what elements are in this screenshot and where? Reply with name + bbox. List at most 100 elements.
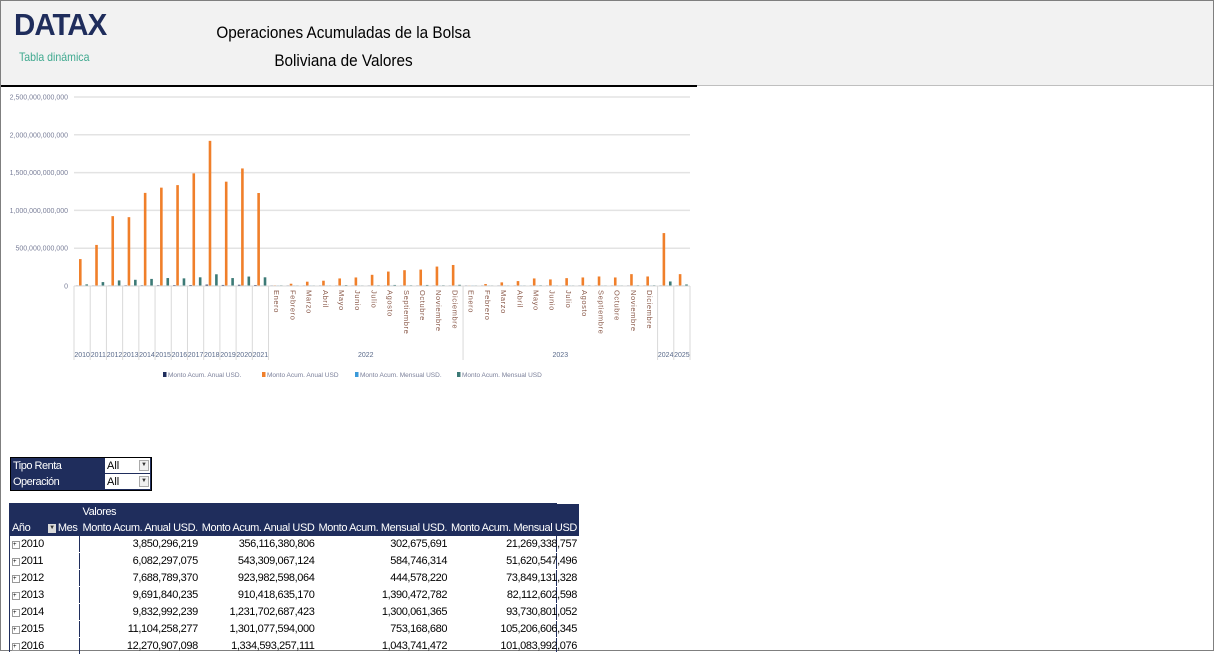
mes-cell (45, 603, 81, 621)
year-cell[interactable]: +2012 (10, 569, 46, 587)
expand-icon[interactable]: + (12, 626, 20, 634)
table-row: +2012 7,688,789,370 923,982,598,064 444,578… (10, 569, 579, 587)
x-month-label: Septiembre (596, 290, 605, 334)
filter-value[interactable]: All ▼ (105, 458, 150, 473)
bar-3 (247, 276, 251, 286)
x-year-label: 2011 (91, 352, 106, 359)
x-month-label: Junio (548, 290, 557, 311)
bar-1 (176, 185, 179, 286)
year-cell[interactable]: +2014 (10, 603, 46, 621)
bar-3 (668, 281, 672, 286)
value-cell: 1,043,741,472 (316, 637, 450, 655)
x-month-label: Julio (564, 290, 573, 308)
pivot-chart[interactable]: 0 500,000,000,000 1,000,000,000,000 1,500,0… (0, 86, 700, 386)
x-month-label: Marzo (305, 290, 314, 314)
value-cell: 73,849,131,328 (449, 569, 579, 587)
value-cell: 753,168,680 (316, 620, 450, 638)
row-header-ano: Año (10, 520, 46, 536)
value-cell: 82,112,602,598 (449, 586, 579, 604)
x-month-label: Abril (321, 290, 330, 308)
bar-1 (678, 274, 682, 286)
bar-1 (338, 278, 341, 286)
filter-dropdown-icon[interactable]: ▼ (47, 523, 56, 533)
bar-1 (127, 217, 131, 286)
bar-1 (516, 281, 520, 286)
year-cell[interactable]: +2016 (10, 637, 46, 655)
bar-1 (597, 276, 601, 286)
bar-3 (685, 284, 688, 286)
bar-3 (215, 274, 218, 286)
bar-1 (565, 278, 568, 286)
bar-1 (387, 271, 390, 286)
bar-1 (500, 282, 504, 286)
x-year-label: 2014 (139, 352, 155, 359)
table-row: +2016 12,270,907,098 1,334,593,257,111 1,04… (10, 637, 579, 655)
year-label: 2014 (21, 606, 44, 618)
expand-icon[interactable]: + (12, 592, 20, 600)
legend-label: Monto Acum. Anual USD (267, 372, 339, 379)
bar-1 (613, 277, 617, 286)
filter-label: Operación (13, 476, 60, 488)
expand-icon[interactable]: + (12, 609, 20, 617)
value-cell: 3,850,296,219 (79, 536, 200, 553)
datax-logo: DATAX (14, 7, 107, 42)
table-row: +2010 3,850,296,219 356,116,380,806 302,675… (10, 536, 579, 553)
expand-icon[interactable]: + (12, 575, 20, 583)
value-cell: 93,730,801,052 (449, 603, 579, 621)
bar-1 (549, 279, 552, 286)
table-row: +2014 9,832,992,239 1,231,702,687,423 1,300… (10, 603, 579, 621)
expand-icon[interactable]: + (12, 643, 20, 651)
mes-cell (45, 620, 81, 638)
x-month-label: Febrero (483, 290, 492, 320)
x-year-label: 2010 (74, 352, 90, 359)
value-cell: 1,390,472,782 (316, 586, 450, 604)
value-cell: 12,270,907,098 (79, 637, 200, 655)
value-cell: 1,231,702,687,423 (199, 603, 317, 621)
value-cell: 1,301,077,594,000 (199, 620, 317, 638)
bar-1 (143, 192, 147, 286)
valores-label: Valores (79, 504, 579, 520)
dropdown-arrow-icon[interactable]: ▼ (139, 476, 149, 487)
year-cell[interactable]: +2010 (10, 536, 46, 553)
bar-1 (630, 274, 633, 286)
bar-1 (435, 266, 439, 286)
mes-cell (45, 637, 81, 655)
filter-value[interactable]: All ▼ (105, 474, 150, 489)
expand-icon[interactable]: + (12, 558, 20, 566)
value-cell: 6,082,297,075 (79, 552, 200, 570)
x-group-label: 2023 (553, 352, 569, 359)
bar-1 (192, 173, 196, 286)
table-row: +2015 11,104,258,277 1,301,077,594,000 753,… (10, 620, 579, 638)
x-month-label: Octubre (418, 290, 427, 321)
bar-3 (150, 278, 153, 286)
x-month-label: Junio (353, 290, 362, 311)
title-line-1: Operaciones Acumuladas de la Bolsa (216, 23, 471, 42)
bar-3 (85, 284, 89, 286)
bar-3 (393, 284, 397, 286)
bar-1 (484, 284, 487, 286)
x-month-label: Julio (369, 290, 378, 308)
y-tick-label: 2,500,000,000,000 (10, 95, 68, 102)
year-cell[interactable]: +2011 (10, 552, 46, 570)
bar-1 (403, 270, 406, 286)
year-label: 2015 (21, 623, 44, 635)
x-month-label: Noviembre (434, 290, 443, 332)
x-month-label: Mayo (532, 290, 541, 311)
year-cell[interactable]: +2015 (10, 620, 46, 638)
expand-icon[interactable]: + (12, 541, 20, 549)
bar-1 (646, 276, 649, 286)
x-month-label: Diciembre (645, 290, 654, 329)
year-cell[interactable]: +2013 (10, 586, 46, 604)
y-tick-label: 1,000,000,000,000 (10, 208, 68, 215)
dropdown-arrow-icon[interactable]: ▼ (139, 460, 149, 471)
header-banner: DATAX Tabla dinámica Operaciones Acumula… (1, 1, 697, 87)
bar-1 (305, 281, 309, 286)
bar-3 (231, 278, 234, 286)
value-cell: 11,104,258,277 (79, 620, 200, 638)
filter-tipo-renta: Tipo Renta All ▼ (11, 458, 151, 474)
col-header-mes[interactable]: ▼ Mes (45, 520, 81, 536)
value-cell: 543,309,067,124 (199, 552, 317, 570)
value-cell: 923,982,598,064 (199, 569, 317, 587)
bar-0 (237, 284, 241, 286)
bar-1 (241, 168, 244, 286)
